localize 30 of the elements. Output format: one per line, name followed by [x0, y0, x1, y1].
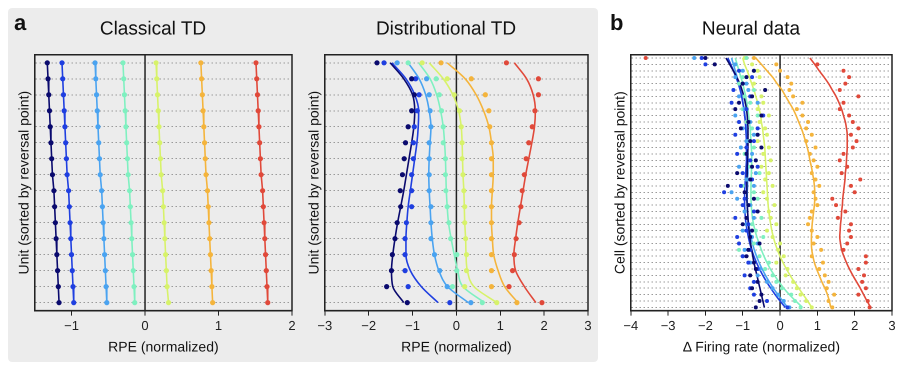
y-axis-title: Unit (sorted by reversal point) — [15, 90, 32, 275]
chart-title: Neural data — [702, 18, 801, 40]
text: a — [14, 10, 26, 36]
x-tick-label: −3 — [317, 318, 332, 333]
x-tick-label: −1 — [64, 318, 79, 333]
x-tick-label: 3 — [888, 318, 896, 333]
chart-title: Classical TD — [100, 18, 206, 40]
x-axis-title: RPE (normalized) — [401, 338, 512, 354]
x-tick-label: 2 — [540, 318, 548, 333]
x-tick-label: 0 — [141, 318, 149, 333]
x-axis-title: RPE (normalized) — [108, 338, 219, 354]
x-tick-label: −2 — [698, 318, 713, 333]
x-tick-label: −1 — [405, 318, 420, 333]
x-tick-label: −3 — [660, 318, 676, 333]
x-tick-label: 2 — [288, 318, 296, 333]
x-tick-label: 0 — [452, 318, 460, 333]
x-tick-label: 1 — [214, 318, 222, 333]
y-axis-title: Cell (sorted by reversal point) — [611, 91, 628, 274]
y-axis-title: Unit (sorted by reversal point) — [305, 90, 322, 275]
x-axis-title: Δ Firing rate (normalized) — [682, 338, 840, 354]
x-tick-label: 3 — [584, 318, 592, 333]
x-tick-label: 1 — [814, 318, 821, 333]
x-tick-label: −4 — [623, 318, 638, 333]
chart-title: Distributional TD — [376, 18, 516, 40]
x-tick-label: 1 — [496, 318, 504, 333]
x-tick-label: −2 — [361, 318, 376, 333]
x-tick-label: −1 — [735, 318, 750, 333]
x-tick-label: 0 — [776, 318, 784, 333]
x-tick-label: 2 — [851, 318, 858, 333]
text: b — [610, 10, 624, 36]
